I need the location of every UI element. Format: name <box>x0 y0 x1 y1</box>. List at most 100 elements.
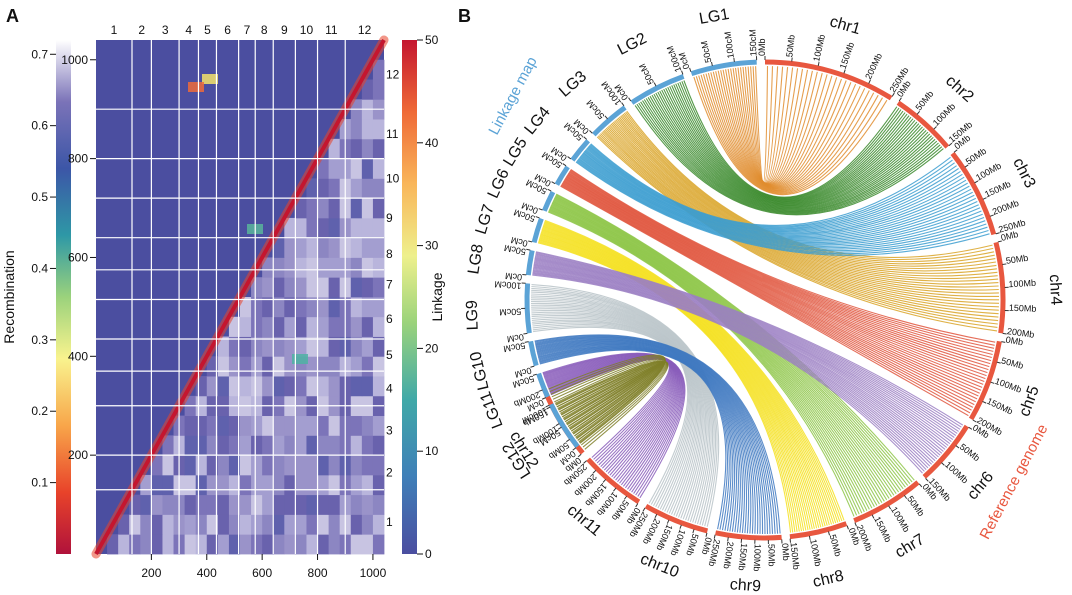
matrix-cell <box>317 297 330 318</box>
circos-tick-mark <box>583 460 587 464</box>
matrix-cell <box>295 277 307 298</box>
matrix-cell <box>328 178 341 199</box>
synteny-link <box>589 144 953 227</box>
synteny-link <box>532 268 934 463</box>
circos-tick-label: 0Mb <box>1000 229 1019 243</box>
matrix-cell <box>251 277 263 298</box>
matrix-cell <box>350 494 363 515</box>
circos-tick-mark <box>1002 263 1007 266</box>
synteny-link <box>564 178 984 385</box>
synteny-link <box>535 252 962 428</box>
synteny-links <box>530 65 1000 535</box>
chromosome-label: chr6 <box>964 468 997 503</box>
synteny-link <box>677 82 904 200</box>
circos-tick-mark <box>577 453 582 458</box>
recombination-colorbar <box>56 40 71 554</box>
circos-tick-label: 50Mb <box>913 89 935 113</box>
circos-tick-mark <box>523 332 528 335</box>
synteny-link <box>755 65 769 184</box>
chromosome-label: chr3 <box>1009 155 1038 191</box>
matrix-cell <box>273 257 285 278</box>
matrix-cell <box>328 356 341 377</box>
matrix-cell <box>295 297 307 318</box>
synteny-link <box>534 335 776 534</box>
matrix-cell <box>372 455 385 476</box>
circos-tick-label: 50cM <box>503 340 526 354</box>
matrix-cell <box>328 474 341 496</box>
matrix-cell <box>195 494 208 515</box>
matrix-cell <box>372 474 385 496</box>
matrix-cell <box>251 455 263 476</box>
linkage-tick-label: 50 <box>425 33 439 47</box>
synteny-link <box>544 355 680 489</box>
circos-tick-mark <box>526 248 531 251</box>
chromosome-arc <box>764 59 893 101</box>
chromosome-top-label: 7 <box>244 23 251 37</box>
synteny-link <box>542 225 833 525</box>
matrix-hotspot <box>202 74 218 84</box>
synteny-link <box>702 74 870 192</box>
circos-tick-mark <box>1001 341 1006 343</box>
synteny-link <box>535 251 964 426</box>
matrix-cell <box>206 455 219 476</box>
synteny-link <box>536 340 756 534</box>
chromosome-top-label: 1 <box>111 23 118 37</box>
synteny-link <box>569 170 995 349</box>
matrix-cell <box>328 514 341 535</box>
matrix-cell <box>295 336 307 357</box>
matrix-cell <box>206 435 219 456</box>
synteny-link <box>561 184 972 411</box>
synteny-link <box>534 256 955 438</box>
matrix-cell <box>350 138 363 160</box>
synteny-link <box>567 173 991 365</box>
circos-tick-mark <box>666 519 670 524</box>
matrix-cell <box>328 494 341 515</box>
synteny-link <box>534 335 779 534</box>
matrix-cell <box>217 415 230 436</box>
synteny-link <box>560 185 969 417</box>
synteny-link <box>535 336 774 534</box>
matrix-cell <box>350 455 363 476</box>
circos-tick-mark <box>968 426 973 430</box>
matrix-cell <box>306 336 318 357</box>
synteny-link <box>568 171 993 356</box>
synteny-link <box>583 151 973 239</box>
synteny-link <box>659 90 922 206</box>
circos-tick-label: 50cM <box>637 62 656 86</box>
circos-tick-mark <box>535 216 540 219</box>
synteny-link <box>531 284 720 527</box>
matrix-cell <box>251 336 263 357</box>
synteny-link <box>565 176 987 377</box>
synteny-link <box>534 257 954 441</box>
matrix-cell <box>184 455 197 476</box>
matrix-cell <box>262 435 274 456</box>
matrix-cell <box>295 514 307 535</box>
synteny-link <box>569 169 995 346</box>
recombination-axis-title: Recombination <box>1 250 17 343</box>
chromosome-top-label: 6 <box>224 23 231 37</box>
synteny-link <box>577 158 986 250</box>
circos-tick-mark <box>538 208 543 211</box>
circos-tick-mark <box>817 61 820 67</box>
matrix-cell <box>295 237 307 258</box>
synteny-link <box>536 342 752 534</box>
matrix-cell <box>284 336 296 357</box>
circos-tick-label: 150Mb <box>789 542 802 570</box>
synteny-link <box>587 146 959 230</box>
matrix-cell <box>372 356 385 377</box>
circos-tick-label: 150Mb <box>983 179 1012 200</box>
synteny-link <box>562 182 976 403</box>
circos-tick-mark <box>530 365 535 368</box>
circos-tick-mark <box>727 537 729 542</box>
circos-tick-label: 100Mb <box>931 101 957 128</box>
matrix-cell <box>361 415 374 436</box>
matrix-cell <box>217 474 230 496</box>
matrix-cell <box>328 237 341 258</box>
matrix-cell <box>284 514 296 535</box>
matrix-cell <box>262 297 274 318</box>
matrix-x-ticks: 200 400 600 800 1000 <box>141 554 387 580</box>
matrix-cell <box>228 316 241 337</box>
matrix-cell <box>295 217 307 239</box>
matrix-x-tick-label: 1000 <box>360 566 387 580</box>
chromosome-right-label: 8 <box>386 247 393 261</box>
